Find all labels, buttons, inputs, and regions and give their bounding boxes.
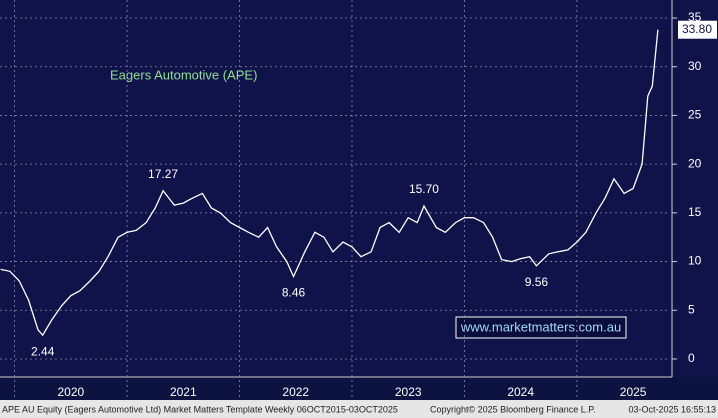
footer-right: 03-Oct-2025 16:55:13 bbox=[628, 404, 716, 414]
y-tick-label: 0 bbox=[688, 351, 695, 365]
value-label: 9.56 bbox=[525, 275, 549, 289]
value-label: 2.44 bbox=[31, 344, 55, 358]
y-tick-label: 30 bbox=[688, 59, 702, 73]
x-tick-label: 2024 bbox=[507, 385, 534, 399]
x-tick-label: 2021 bbox=[170, 385, 197, 399]
x-tick-label: 2020 bbox=[57, 385, 84, 399]
x-axis-band bbox=[0, 377, 718, 400]
watermark: www.marketmatters.com.au bbox=[460, 319, 621, 334]
y-tick-label: 35 bbox=[688, 10, 702, 24]
footer-left: APE AU Equity (Eagers Automotive Ltd) Ma… bbox=[2, 404, 398, 414]
watermark-box bbox=[455, 316, 627, 339]
y-tick-label: 20 bbox=[688, 156, 702, 170]
x-tick-label: 2022 bbox=[282, 385, 309, 399]
y-tick-label: 15 bbox=[688, 205, 702, 219]
last-price-label: 33.80 bbox=[682, 22, 712, 36]
last-price-box bbox=[678, 20, 717, 39]
x-tick-label: 2025 bbox=[620, 385, 647, 399]
x-tick-label: 2023 bbox=[395, 385, 422, 399]
chart-title: Eagers Automotive (APE) bbox=[110, 67, 257, 82]
footer-bar bbox=[0, 400, 718, 418]
y-tick-label: 10 bbox=[688, 254, 702, 268]
price-line bbox=[0, 29, 659, 337]
value-label: 8.46 bbox=[282, 286, 306, 300]
y-tick-label: 25 bbox=[688, 108, 702, 122]
footer-mid: Copyright© 2025 Bloomberg Finance L.P. bbox=[430, 404, 596, 414]
value-label: 17.27 bbox=[148, 167, 178, 181]
value-label: 15.70 bbox=[409, 182, 439, 196]
y-tick-label: 5 bbox=[688, 302, 695, 316]
